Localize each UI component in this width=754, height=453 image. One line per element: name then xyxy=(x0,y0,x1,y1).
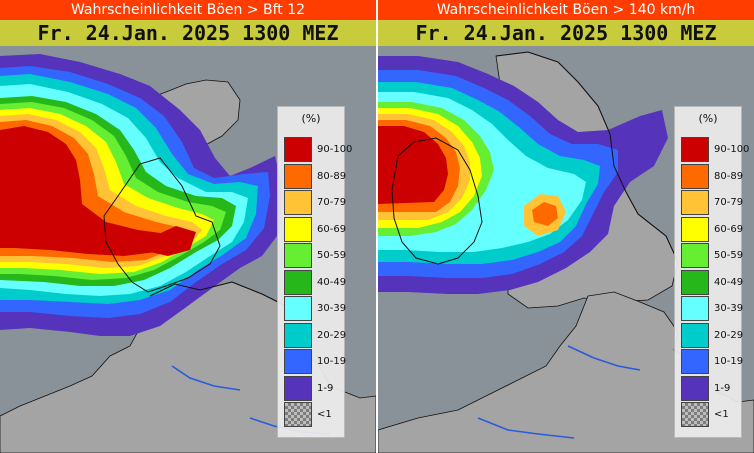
legend-item: 10-19 xyxy=(284,349,346,375)
legend-item: 40-49 xyxy=(284,269,347,296)
legend-label: <1 xyxy=(317,409,332,420)
legend-item: 1-9 xyxy=(681,375,743,402)
legend-swatch xyxy=(681,296,709,321)
legend-item: <1 xyxy=(284,402,346,428)
legend-label: 80-89 xyxy=(714,170,744,182)
prob-field xyxy=(0,54,282,336)
legend-item: <1 xyxy=(681,402,743,428)
legend-label: 10-19 xyxy=(317,356,347,367)
legend-label: <1 xyxy=(714,409,729,420)
legend-item: 40-49 xyxy=(681,269,744,296)
legend-label: 50-59 xyxy=(317,250,347,261)
legend: (%) 90-100 80-89 70-79 60-69 50-59 40-49 30-39 2… xyxy=(674,106,749,438)
legend-swatch xyxy=(681,269,709,295)
legend-label: 80-89 xyxy=(317,170,347,182)
map-bft12 xyxy=(0,46,376,453)
legend-label: 30-39 xyxy=(714,303,744,314)
legend-swatch xyxy=(284,216,312,242)
panel-title: Wahrscheinlichkeit Böen > Bft 12 xyxy=(0,0,376,20)
legend-swatch xyxy=(284,402,312,427)
legend: (%) 90-100 80-89 70-79 60-69 50-59 40-49 30-39 2… xyxy=(277,106,352,438)
legend-item: 1-9 xyxy=(284,375,346,402)
map-140kmh xyxy=(378,46,754,453)
legend-item: 20-29 xyxy=(284,322,347,349)
legend-label: 1-9 xyxy=(714,382,731,394)
legend-label: 60-69 xyxy=(317,223,347,235)
legend-label: 20-29 xyxy=(714,329,744,341)
valid-time: Fr. 24.Jan. 2025 1300 MEZ xyxy=(0,20,376,46)
legend-label: 40-49 xyxy=(714,276,744,288)
legend-label: 60-69 xyxy=(714,223,744,235)
legend-label: 70-79 xyxy=(317,197,347,208)
legend-swatch xyxy=(284,243,312,268)
legend-label: 90-100 xyxy=(714,144,750,155)
legend-swatch xyxy=(284,349,312,374)
panel-title: Wahrscheinlichkeit Böen > 140 km/h xyxy=(378,0,754,20)
legend-swatch xyxy=(681,190,709,215)
legend-item: 60-69 xyxy=(681,216,744,243)
legend-item: 50-59 xyxy=(681,243,743,269)
legend-swatch xyxy=(681,322,709,348)
legend-item: 80-89 xyxy=(681,163,744,190)
legend-swatch xyxy=(681,216,709,242)
legend-item: 90-100 xyxy=(284,137,352,163)
coastlines xyxy=(103,157,291,309)
legend-label: 20-29 xyxy=(317,329,347,341)
legend-unit: (%) xyxy=(301,112,321,125)
panel-divider xyxy=(376,0,378,453)
legend-label: 30-39 xyxy=(317,303,347,314)
legend-swatch xyxy=(681,137,709,162)
legend-item: 80-89 xyxy=(284,163,347,190)
legend-item: 60-69 xyxy=(284,216,347,243)
legend-swatch xyxy=(284,137,312,162)
legend-swatch xyxy=(284,190,312,215)
prob-field xyxy=(378,56,668,294)
legend-swatch xyxy=(284,296,312,321)
legend-item: 30-39 xyxy=(681,296,743,322)
legend-label: 50-59 xyxy=(714,250,744,261)
legend-swatch xyxy=(681,375,709,401)
legend-item: 50-59 xyxy=(284,243,346,269)
map-panel-140kmh: Wahrscheinlichkeit Böen > 140 km/h Fr. 2… xyxy=(378,0,754,453)
legend-label: 1-9 xyxy=(317,382,334,394)
coastlines xyxy=(391,51,679,265)
legend-label: 10-19 xyxy=(714,356,744,367)
legend-swatch xyxy=(681,163,709,189)
legend-swatch xyxy=(681,349,709,374)
legend-swatch xyxy=(284,322,312,348)
map-panel-bft12: Wahrscheinlichkeit Böen > Bft 12 Fr. 24.… xyxy=(0,0,376,453)
valid-time: Fr. 24.Jan. 2025 1300 MEZ xyxy=(378,20,754,46)
legend-unit: (%) xyxy=(698,112,718,125)
legend-swatch xyxy=(681,243,709,268)
rivers xyxy=(477,345,641,439)
legend-item: 10-19 xyxy=(681,349,743,375)
legend-swatch xyxy=(284,375,312,401)
legend-item: 30-39 xyxy=(284,296,346,322)
legend-label: 90-100 xyxy=(317,144,353,155)
legend-label: 70-79 xyxy=(714,197,744,208)
legend-item: 20-29 xyxy=(681,322,744,349)
legend-item: 90-100 xyxy=(681,137,749,163)
legend-swatch xyxy=(284,269,312,295)
legend-label: 40-49 xyxy=(317,276,347,288)
legend-swatch xyxy=(681,402,709,427)
legend-swatch xyxy=(284,163,312,189)
legend-item: 70-79 xyxy=(681,190,743,216)
legend-item: 70-79 xyxy=(284,190,346,216)
